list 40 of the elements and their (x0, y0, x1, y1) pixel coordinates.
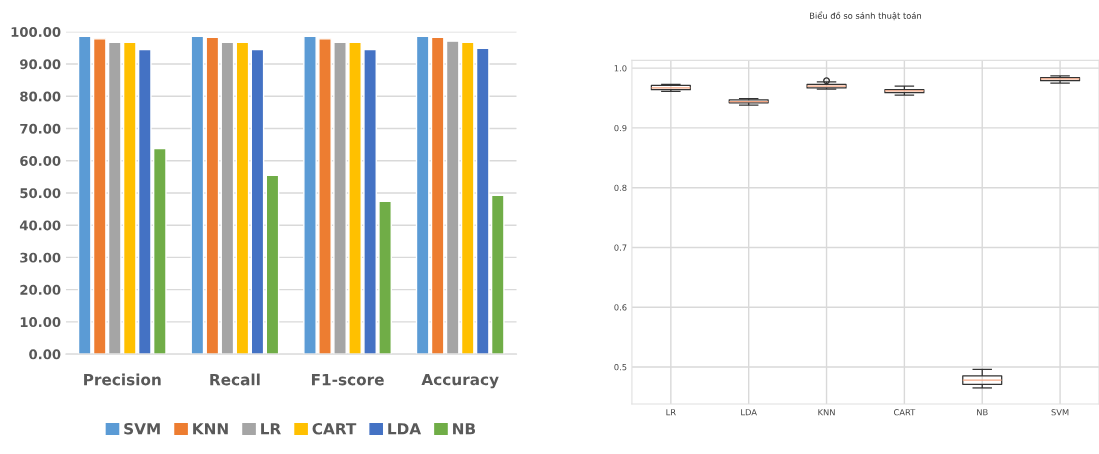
y-tick-label: 0.8 (614, 184, 627, 191)
y-tick-label: 20.00 (20, 284, 61, 295)
legend-label: KNN (193, 423, 228, 435)
bar (250, 48, 265, 355)
y-tick-label: 40.00 (19, 220, 61, 231)
y-tick-label: 0.9 (614, 124, 627, 132)
x-tick-label: Precision (84, 373, 161, 386)
y-tick-label: 0.7 (614, 244, 627, 251)
x-tick-label: LR (666, 409, 676, 416)
chart-title: Biểu đồ so sánh thuật toán (810, 11, 921, 21)
y-tick-label: 30.00 (20, 252, 61, 263)
y-tick-label: 70.00 (20, 123, 61, 134)
y-tick-label: 80.00 (20, 91, 61, 102)
legend-label: SVM (124, 422, 160, 435)
x-tick-label: F1-score (311, 374, 384, 386)
y-tick-label: 60.00 (20, 155, 61, 166)
bar (205, 36, 220, 355)
legend-label: LR (261, 423, 281, 435)
y-tick-label: 50.00 (20, 188, 61, 199)
legend-label: CART (312, 422, 357, 435)
bar (235, 41, 250, 355)
legend-label: LDA (388, 423, 422, 435)
x-tick-label: CART (893, 409, 916, 416)
x-tick-label: Accuracy (421, 373, 499, 389)
bar (265, 174, 280, 355)
y-tick-label: 0.00 (29, 349, 61, 360)
x-tick-label: LDA (741, 409, 757, 416)
bar (190, 35, 205, 355)
x-tick-label: SVM (1051, 409, 1069, 416)
bar (220, 41, 235, 355)
y-tick-label: 100.00 (11, 27, 61, 37)
y-tick-label: 90.00 (20, 59, 61, 70)
x-tick-label: NB (977, 409, 988, 416)
y-tick-label: 0.5 (614, 363, 627, 371)
x-tick-label: KNN (818, 409, 835, 416)
y-tick-label: 0.6 (614, 304, 627, 311)
x-tick-label: Recall (210, 373, 260, 386)
y-tick-label: 10.00 (20, 317, 61, 328)
y-tick-label: 1.0 (614, 65, 627, 72)
legend-label: NB (453, 423, 476, 435)
